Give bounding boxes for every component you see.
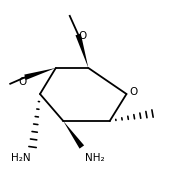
Polygon shape (76, 34, 88, 68)
Text: O: O (79, 31, 87, 41)
Text: O: O (129, 87, 138, 97)
Text: H₂N: H₂N (11, 153, 30, 163)
Polygon shape (24, 68, 56, 80)
Text: NH₂: NH₂ (85, 153, 105, 163)
Polygon shape (63, 121, 84, 149)
Text: O: O (18, 77, 26, 87)
